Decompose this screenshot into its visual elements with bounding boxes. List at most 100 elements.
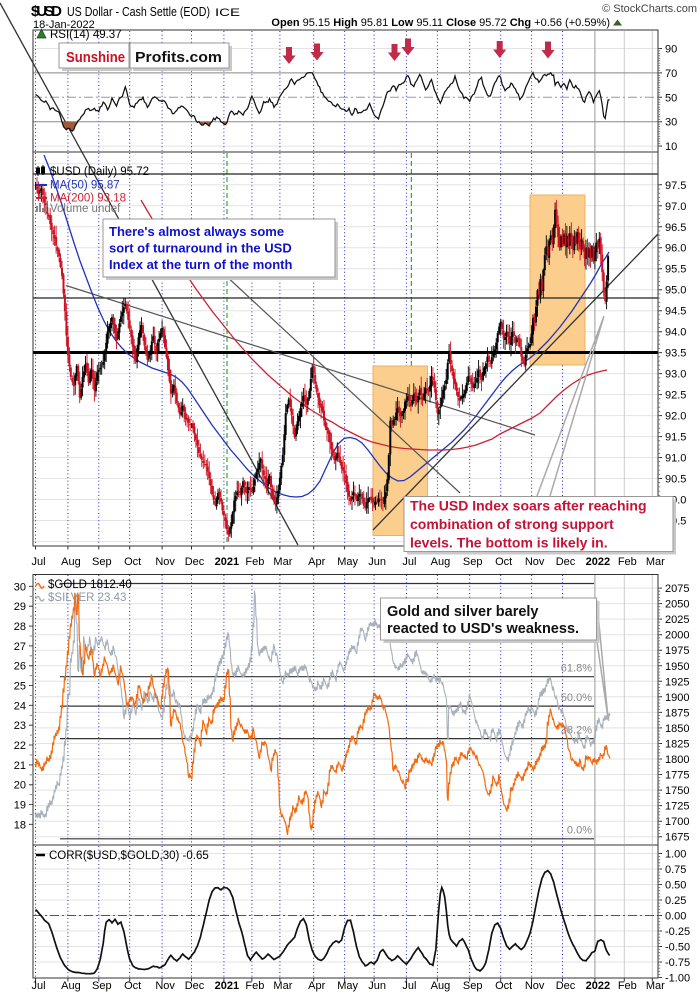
svg-text:23: 23	[14, 720, 26, 732]
svg-text:1825: 1825	[665, 739, 689, 751]
svg-text:0.00: 0.00	[665, 911, 686, 923]
svg-text:91.0: 91.0	[665, 453, 686, 465]
svg-text:1850: 1850	[665, 723, 689, 735]
svg-text:10: 10	[665, 141, 677, 153]
svg-text:Jul: Jul	[402, 556, 416, 568]
svg-text:1750: 1750	[665, 785, 689, 797]
svg-text:ICE: ICE	[215, 7, 240, 19]
svg-text:Jul: Jul	[31, 980, 45, 992]
svg-text:30: 30	[14, 581, 26, 593]
svg-text:Dec: Dec	[185, 556, 205, 568]
svg-text:93.0: 93.0	[665, 369, 686, 381]
svg-text:Apr: Apr	[308, 556, 325, 568]
svg-text:US Dollar - Cash Settle (EOD): US Dollar - Cash Settle (EOD)	[67, 5, 210, 19]
svg-text:Sep: Sep	[92, 556, 112, 568]
svg-text:Dec: Dec	[556, 556, 576, 568]
svg-text:combination of strong support: combination of strong support	[410, 516, 614, 532]
svg-text:25: 25	[14, 681, 26, 693]
svg-text:Aug: Aug	[431, 980, 451, 992]
svg-text:There's almost always some: There's almost always some	[109, 224, 284, 239]
svg-text:CORR($USD,$GOLD,30) -0.65: CORR($USD,$GOLD,30) -0.65	[49, 850, 209, 862]
svg-text:2050: 2050	[665, 599, 689, 611]
svg-text:1700: 1700	[665, 816, 689, 828]
svg-text:Feb: Feb	[618, 980, 637, 992]
svg-text:$SILVER 23.43: $SILVER 23.43	[48, 592, 126, 604]
svg-text:1900: 1900	[665, 692, 689, 704]
svg-text:50.0%: 50.0%	[561, 692, 592, 704]
svg-text:2022: 2022	[586, 980, 610, 992]
svg-text:-1.00: -1.00	[665, 973, 690, 985]
svg-text:Feb: Feb	[245, 556, 264, 568]
svg-text:19: 19	[14, 800, 26, 812]
svg-text:The USD Index soars after reac: The USD Index soars after reaching	[410, 498, 647, 514]
svg-text:Nov: Nov	[155, 980, 175, 992]
svg-text:Feb: Feb	[245, 980, 264, 992]
svg-text:Sep: Sep	[92, 980, 112, 992]
svg-text:levels. The bottom is likely i: levels. The bottom is likely in.	[410, 535, 608, 551]
svg-text:18-Jan-2022: 18-Jan-2022	[33, 19, 95, 31]
svg-text:2021: 2021	[215, 556, 239, 568]
svg-text:94.0: 94.0	[665, 327, 686, 339]
svg-text:Sunshine: Sunshine	[66, 50, 125, 66]
svg-text:Index at the turn of the month: Index at the turn of the month	[109, 257, 292, 272]
svg-text:0.75: 0.75	[665, 864, 686, 876]
svg-text:92.0: 92.0	[665, 411, 686, 423]
svg-text:96.5: 96.5	[665, 222, 686, 234]
svg-text:Jun: Jun	[368, 980, 386, 992]
svg-text:$GOLD 1812.40: $GOLD 1812.40	[48, 579, 132, 591]
svg-text:50: 50	[665, 92, 677, 104]
svg-text:96.0: 96.0	[665, 243, 686, 255]
svg-text:2075: 2075	[665, 583, 689, 595]
svg-text:18: 18	[14, 819, 26, 831]
svg-text:reacted to USD's weakness.: reacted to USD's weakness.	[387, 621, 579, 637]
svg-text:Volume undef: Volume undef	[50, 203, 121, 215]
svg-text:24: 24	[14, 700, 26, 712]
svg-text:21: 21	[14, 760, 26, 772]
svg-text:Jul: Jul	[402, 980, 416, 992]
svg-text:Sep: Sep	[463, 980, 483, 992]
svg-text:MA(200) 93.18: MA(200) 93.18	[50, 193, 126, 205]
svg-text:Nov: Nov	[525, 980, 545, 992]
svg-text:Feb: Feb	[618, 556, 637, 568]
svg-text:Jul: Jul	[31, 556, 45, 568]
svg-text:0.0%: 0.0%	[567, 825, 592, 837]
svg-text:sort of turnaround in the USD: sort of turnaround in the USD	[109, 241, 292, 256]
svg-text:Apr: Apr	[308, 980, 325, 992]
svg-text:Mar: Mar	[646, 556, 665, 568]
svg-text:Oct: Oct	[124, 980, 141, 992]
svg-text:61.8%: 61.8%	[561, 663, 592, 675]
svg-text:70: 70	[665, 68, 677, 80]
svg-text:1875: 1875	[665, 707, 689, 719]
svg-text:1975: 1975	[665, 645, 689, 657]
svg-text:26: 26	[14, 661, 26, 673]
svg-text:94.5: 94.5	[665, 306, 686, 318]
svg-text:30: 30	[665, 117, 677, 129]
svg-text:Aug: Aug	[61, 980, 81, 992]
svg-text:Nov: Nov	[525, 556, 545, 568]
svg-text:95.5: 95.5	[665, 264, 686, 276]
svg-text:20: 20	[14, 780, 26, 792]
svg-text:93.5: 93.5	[665, 348, 686, 360]
svg-text:-0.50: -0.50	[665, 942, 690, 954]
svg-text:May: May	[337, 980, 358, 992]
svg-text:Aug: Aug	[431, 556, 451, 568]
svg-text:Jun: Jun	[368, 556, 386, 568]
svg-text:28: 28	[14, 621, 26, 633]
svg-text:1925: 1925	[665, 676, 689, 688]
svg-text:1800: 1800	[665, 754, 689, 766]
svg-text:$USD: $USD	[31, 3, 62, 20]
svg-text:97.5: 97.5	[665, 180, 686, 192]
svg-text:27: 27	[14, 641, 26, 653]
svg-text:1775: 1775	[665, 770, 689, 782]
svg-text:Sep: Sep	[463, 556, 483, 568]
svg-text:Profits.com: Profits.com	[135, 50, 222, 66]
svg-text:Oct: Oct	[124, 556, 141, 568]
svg-text:Dec: Dec	[185, 980, 205, 992]
svg-text:97.0: 97.0	[665, 201, 686, 213]
svg-text:Mar: Mar	[646, 980, 665, 992]
svg-text:Dec: Dec	[556, 980, 576, 992]
svg-text:2000: 2000	[665, 630, 689, 642]
svg-text:91.5: 91.5	[665, 432, 686, 444]
svg-text:2022: 2022	[586, 556, 610, 568]
svg-text:© StockCharts.com: © StockCharts.com	[602, 3, 697, 15]
